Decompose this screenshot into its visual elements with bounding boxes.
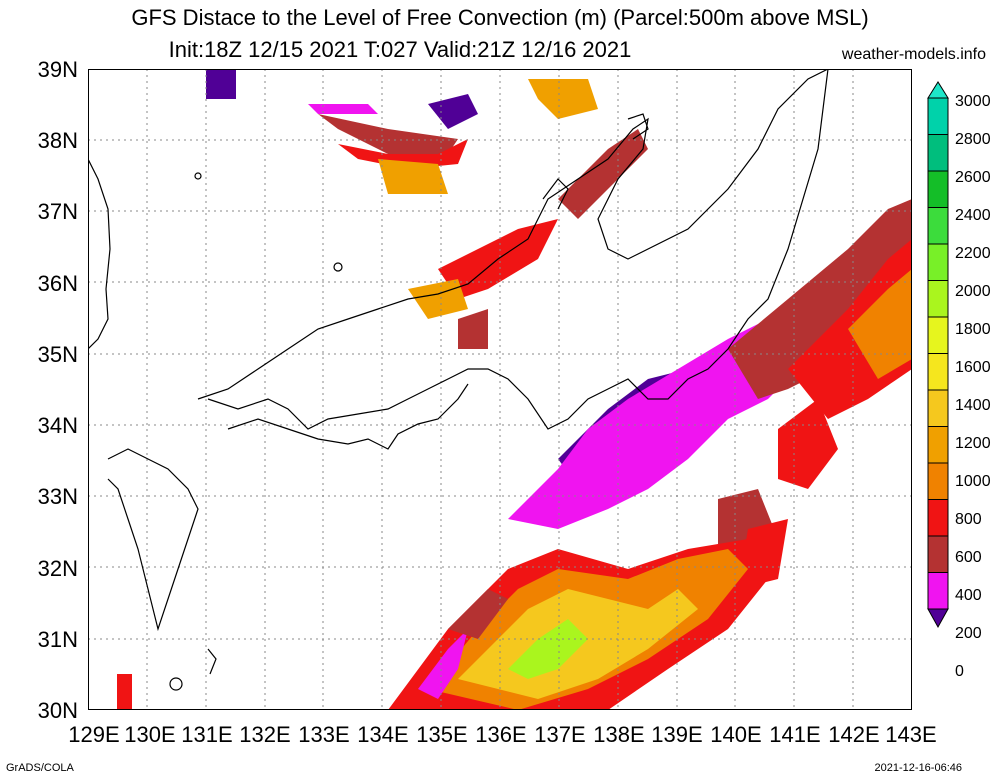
colorbar-segment [927, 316, 949, 354]
map-subtitle: Init:18Z 12/15 2021 T:027 Valid:21Z 12/1… [168, 37, 632, 62]
lat-label: 37N [37, 199, 78, 224]
colorbar-arrow-bottom [927, 608, 949, 629]
shade-magenta-north [308, 104, 378, 114]
colorbar-label: 0 [955, 663, 964, 680]
colorbar-segment [927, 426, 949, 464]
oki-island [333, 262, 343, 272]
coastlines [88, 69, 829, 691]
shikoku-coast [227, 383, 469, 450]
map-title: GFS Distace to the Level of Free Convect… [131, 5, 869, 30]
lon-label: 142E [828, 722, 880, 747]
kyushu-coast [107, 448, 199, 632]
colorbar-label: 1600 [955, 359, 991, 376]
colorbar-segment [927, 243, 949, 281]
colorbar-segment [927, 207, 949, 245]
lat-label: 31N [37, 627, 78, 652]
lat-lon-grid [88, 69, 912, 710]
lon-label: 137E [534, 722, 586, 747]
tanegashima [207, 648, 217, 675]
shade-orange-north [378, 159, 448, 194]
colorbar-label: 2200 [955, 245, 991, 262]
lon-label: 139E [651, 722, 703, 747]
site-credit: weather-models.info [841, 46, 986, 63]
colorbar-segment [927, 97, 949, 135]
colorbar-segment [927, 353, 949, 391]
shade-green-south [508, 619, 588, 679]
honshu-pacific [207, 69, 829, 430]
lon-label: 129E [68, 722, 120, 747]
honshu-coast [197, 69, 829, 400]
sado-island [627, 113, 649, 140]
lat-label: 39N [37, 57, 78, 82]
shade-brown-south [448, 589, 508, 639]
lon-label: 132E [239, 722, 291, 747]
lon-label: 130E [124, 722, 176, 747]
colorbar-segment [927, 499, 949, 537]
colorbar-label: 1200 [955, 435, 991, 452]
lon-label: 141E [769, 722, 821, 747]
colorbar-label: 800 [955, 511, 982, 528]
colorbar [927, 81, 949, 629]
colorbar-segment [927, 134, 949, 172]
lon-label: 143E [885, 722, 937, 747]
colorbar-segment [927, 462, 949, 500]
colorbar-segment [927, 389, 949, 427]
shade-red-2 [778, 399, 838, 489]
shade-orange [848, 269, 912, 379]
shade-purple-nw [206, 69, 236, 99]
shade-red-sw [117, 674, 132, 710]
colorbar-segment [927, 170, 949, 208]
small-island [194, 172, 202, 180]
colorbar-label: 400 [955, 587, 982, 604]
colorbar-label: 1000 [955, 473, 991, 490]
colorbar-label: 1800 [955, 321, 991, 338]
colorbar-arrow-top [927, 81, 949, 99]
colorbar-label: 2400 [955, 207, 991, 224]
shade-magenta-south [418, 629, 468, 699]
colorbar-label: 2000 [955, 283, 991, 300]
footer-timestamp: 2021-12-16-06:46 [874, 762, 962, 774]
shade-orange-ne [528, 79, 598, 119]
shade-brown-coast [558, 129, 648, 219]
lon-label: 138E [593, 722, 645, 747]
colorbar-segment [927, 572, 949, 610]
lat-label: 36N [37, 271, 78, 296]
small-island-2 [169, 677, 183, 691]
map-plot [88, 69, 912, 710]
shade-red-north [338, 139, 468, 169]
shade-brown [728, 199, 912, 399]
lon-label: 140E [710, 722, 762, 747]
shade-orange-coast [408, 279, 468, 319]
lon-label: 131E [181, 722, 233, 747]
lat-label: 33N [37, 484, 78, 509]
footer-credit: GrADS/COLA [6, 762, 74, 774]
lon-label: 136E [475, 722, 527, 747]
colorbar-label: 600 [955, 549, 982, 566]
colorbar-segment [927, 535, 949, 573]
lat-label: 32N [37, 556, 78, 581]
lon-label: 134E [357, 722, 409, 747]
noto-peninsula [542, 178, 569, 210]
colorbar-segment [927, 280, 949, 318]
shade-brown-north [318, 114, 458, 154]
colorbar-label: 3000 [955, 93, 991, 110]
shade-purple-north [428, 94, 478, 129]
colorbar-label: 2600 [955, 169, 991, 186]
lfc-shading [117, 69, 912, 710]
colorbar-label: 1400 [955, 397, 991, 414]
lon-label: 135E [416, 722, 468, 747]
lat-label: 34N [37, 413, 78, 438]
korea-coast [88, 158, 111, 350]
lat-label: 30N [37, 698, 78, 723]
lon-label: 133E [298, 722, 350, 747]
lat-label: 38N [37, 128, 78, 153]
map-frame [88, 69, 912, 710]
shade-brown-coast-2 [458, 309, 488, 349]
colorbar-label: 200 [955, 625, 982, 642]
lat-label: 35N [37, 342, 78, 367]
colorbar-label: 2800 [955, 131, 991, 148]
